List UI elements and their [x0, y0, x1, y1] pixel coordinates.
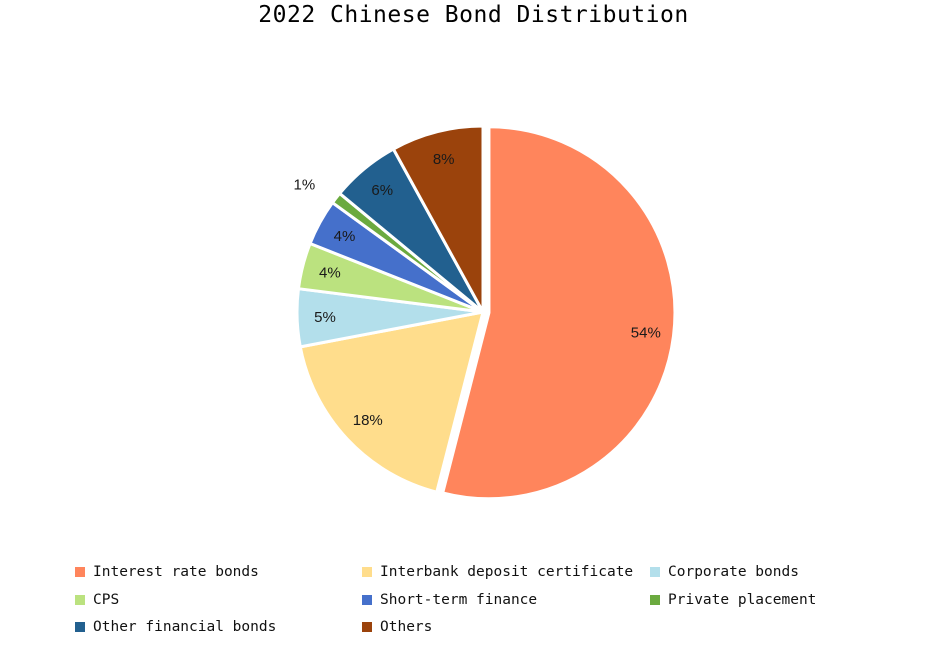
slice-value-label-short-term-finance: 4% — [334, 228, 356, 245]
legend-swatch — [650, 594, 660, 605]
legend-label: Interest rate bonds — [93, 564, 259, 580]
pie-chart: 54% 18% 5% 4% 4% 1% 6% 8% — [294, 124, 677, 501]
legend-label: Private placement — [668, 591, 817, 608]
legend-label: Short-term finance — [380, 591, 538, 608]
legend-swatch — [650, 567, 660, 577]
legend-item-other-financial-bonds: Other financial bonds — [75, 619, 276, 635]
pie-slice-interest-rate-bonds — [441, 125, 677, 501]
slice-value-label-other-financial-bonds: 6% — [371, 182, 393, 199]
slice-value-label-interest-rate-bonds: 54% — [631, 325, 661, 342]
legend-item-corporate-bonds: Corporate bonds — [650, 564, 799, 580]
legend-label: Others — [380, 619, 433, 635]
legend-swatch — [75, 622, 85, 632]
slice-value-label-interbank-deposit-certificate: 18% — [353, 412, 383, 429]
pie-slice-interbank-deposit-certificate — [298, 310, 485, 494]
legend-swatch — [75, 594, 85, 605]
chart-title: 2022 Chinese Bond Distribution — [258, 2, 689, 28]
slice-value-label-cps: 4% — [319, 265, 341, 282]
pie-slice-others — [391, 124, 485, 314]
legend-swatch — [362, 567, 372, 577]
legend-item-interest-rate-bonds: Interest rate bonds — [75, 564, 259, 580]
legend-item-interbank-deposit-certificate: Interbank deposit certificate — [362, 564, 633, 580]
slice-value-label-private-placement: 1% — [294, 176, 316, 193]
legend-item-cps: CPS — [75, 592, 119, 608]
slice-value-label-others: 8% — [433, 151, 455, 168]
legend-label: CPS — [93, 591, 120, 608]
legend-label: Other financial bonds — [93, 619, 277, 635]
slice-value-label-corporate-bonds: 5% — [314, 309, 336, 326]
legend-item-private-placement: Private placement — [650, 592, 816, 608]
legend-item-others: Others — [362, 619, 432, 635]
legend-label: Corporate bonds — [668, 564, 799, 580]
legend-item-short-term-finance: Short-term finance — [362, 592, 537, 608]
legend-swatch — [362, 594, 372, 605]
legend-label: Interbank deposit certificate — [380, 564, 634, 580]
legend-swatch — [75, 567, 85, 577]
legend-swatch — [362, 622, 372, 632]
